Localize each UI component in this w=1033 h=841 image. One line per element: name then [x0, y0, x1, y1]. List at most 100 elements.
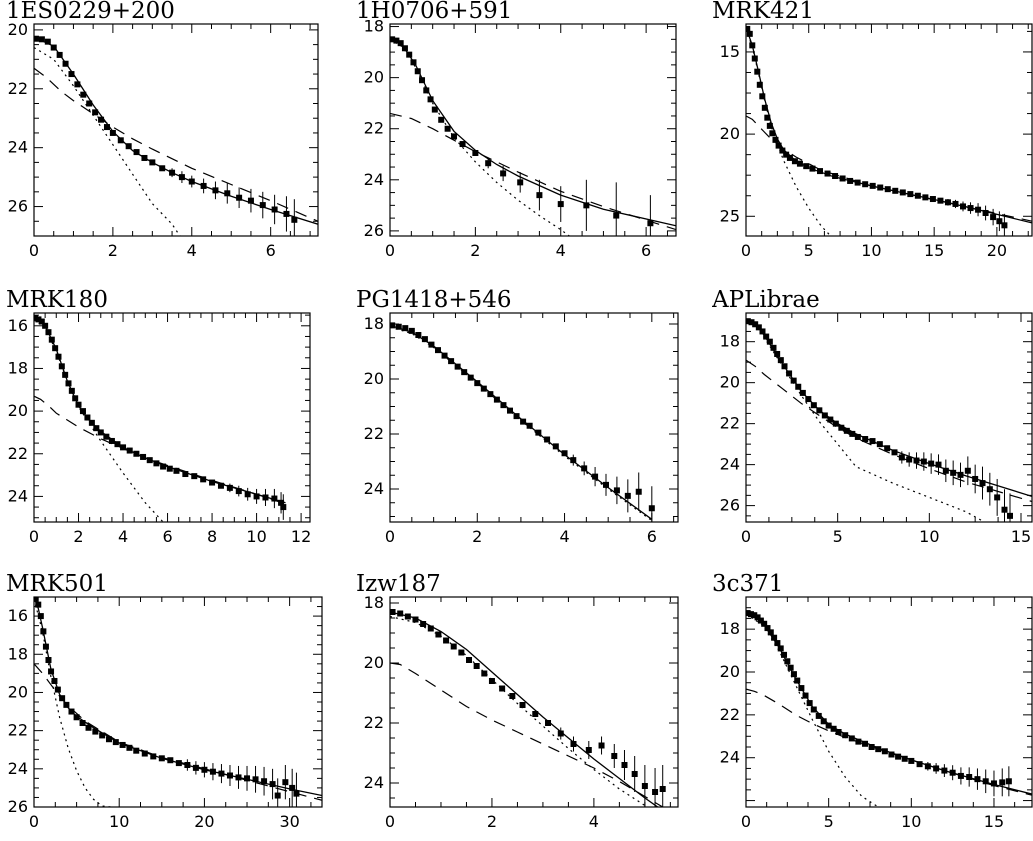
panel-title: APLibrae [712, 289, 820, 313]
data-point [914, 192, 921, 199]
data-point [585, 747, 592, 753]
y-tick-label: 20 [364, 369, 384, 388]
tick-marks [389, 313, 678, 522]
data-point [835, 729, 842, 735]
data-point [412, 616, 419, 623]
data-point [146, 457, 153, 464]
data-point [899, 189, 906, 196]
x-tick-label: 4 [118, 527, 128, 546]
data-point [259, 202, 266, 209]
data-point [764, 625, 771, 632]
data-point [920, 458, 927, 465]
tick-marks [33, 313, 310, 522]
data-point [509, 693, 516, 699]
model-curve-dotted [34, 318, 164, 522]
data-point [613, 212, 620, 219]
data-point [994, 494, 1001, 501]
y-tick-label: 22 [8, 444, 28, 463]
x-tick-label: 5 [804, 241, 814, 260]
data-point [842, 732, 849, 739]
data-point [182, 471, 189, 478]
data-point [928, 460, 935, 467]
panel-title: Izw187 [356, 573, 441, 597]
data-point [274, 792, 281, 799]
data-point [884, 445, 891, 452]
x-tick-label: 10 [919, 527, 939, 546]
x-tick-label: 0 [741, 527, 751, 546]
data-point [390, 36, 396, 43]
x-tick-label: 0 [29, 241, 39, 260]
data-point [117, 137, 124, 144]
x-tick-label: 6 [647, 527, 657, 546]
data-point [160, 463, 167, 470]
data-point [92, 728, 99, 735]
data-point [50, 44, 57, 51]
data-point [79, 408, 86, 415]
panel-title: MRK180 [6, 289, 108, 313]
data-point [480, 385, 487, 392]
x-tick-label: 4 [187, 241, 197, 260]
data-point [526, 422, 533, 429]
model-curve-dashed [34, 67, 318, 222]
data-point [109, 129, 116, 136]
data-point [876, 441, 883, 448]
data-point [869, 438, 876, 445]
data-point [881, 748, 888, 755]
data-point [289, 784, 296, 791]
data-point [809, 165, 816, 172]
model-curve-dashed [746, 359, 1032, 503]
data-point [458, 649, 465, 656]
data-point [481, 670, 488, 677]
data-point [967, 205, 974, 212]
data-point [244, 491, 251, 498]
data-point [544, 436, 551, 443]
plot-frame [745, 23, 1033, 237]
data-point [648, 505, 655, 512]
data-point [869, 182, 876, 189]
data-point [56, 51, 63, 58]
data-point [1001, 506, 1008, 513]
data-point [557, 201, 564, 208]
data-point [114, 441, 121, 448]
data-point [62, 371, 69, 378]
data-point [103, 433, 110, 440]
data-point [779, 147, 786, 154]
x-tick-label: 15 [924, 241, 944, 260]
data-point [996, 218, 1003, 225]
data-point [62, 60, 69, 67]
data-point [891, 449, 898, 456]
data-point [832, 420, 839, 427]
data-point [935, 461, 942, 468]
x-tick-label: 2 [487, 812, 497, 831]
data-point [1007, 512, 1013, 519]
model-curve-dotted [390, 615, 649, 807]
x-tick-label: 2 [472, 527, 482, 546]
data-point [975, 206, 982, 213]
data-point [467, 374, 474, 381]
data-point [746, 25, 751, 32]
data-point [517, 179, 524, 186]
data-point [200, 182, 207, 189]
data-point [751, 55, 758, 62]
data-point [884, 186, 891, 193]
data-point [472, 149, 479, 156]
data-point [408, 327, 415, 334]
data-point [252, 776, 259, 783]
data-point [652, 789, 659, 795]
data-point [423, 87, 430, 94]
model-curve-dashed [34, 395, 286, 505]
data-point [847, 177, 854, 184]
data-point [868, 744, 875, 750]
data-point [519, 702, 526, 708]
data-point [125, 143, 132, 150]
data-point [848, 735, 855, 742]
data-point [806, 700, 813, 707]
model-curve-solid [34, 316, 286, 504]
data-point [34, 597, 39, 602]
x-tick-label: 0 [385, 241, 395, 260]
data-point [824, 170, 831, 177]
x-tick-label: 20 [194, 812, 214, 831]
x-tick-label: 10 [861, 241, 881, 260]
